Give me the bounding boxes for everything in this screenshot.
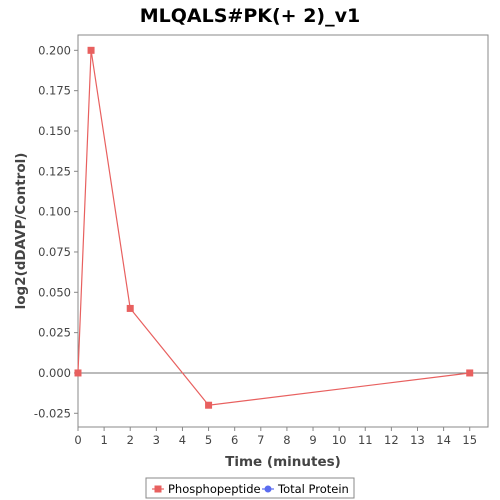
y-tick-label: 0.025 <box>38 326 71 340</box>
x-tick-label: 1 <box>100 433 107 447</box>
data-point <box>87 46 95 54</box>
x-tick-label: 8 <box>283 433 290 447</box>
x-tick-label: 7 <box>257 433 264 447</box>
legend-marker-square <box>154 485 162 493</box>
y-tick-label: 0.125 <box>38 164 71 178</box>
x-tick-label: 15 <box>462 433 477 447</box>
y-tick-label: 0.100 <box>38 205 71 219</box>
x-tick-label: 6 <box>231 433 238 447</box>
legend-label: Phosphopeptide <box>168 482 261 496</box>
y-tick-label: 0.050 <box>38 285 71 299</box>
x-tick-label: 2 <box>127 433 134 447</box>
y-tick-label: 0.200 <box>38 43 71 57</box>
x-tick-label: 14 <box>436 433 451 447</box>
data-point <box>466 369 474 377</box>
legend-box <box>145 477 355 499</box>
data-point <box>126 304 134 312</box>
x-axis-label: Time (minutes) <box>225 454 341 470</box>
x-tick-label: 13 <box>410 433 425 447</box>
x-tick-label: 4 <box>179 433 186 447</box>
series-layer <box>74 46 474 409</box>
chart-title: MLQALS#PK(+ 2)_v1 <box>140 5 360 27</box>
plot-area <box>77 34 489 428</box>
y-axis-label: log2(dDAVP/Control) <box>13 153 29 310</box>
x-tick-label: 5 <box>205 433 212 447</box>
y-tick-label: 0.175 <box>38 84 71 98</box>
legend: Phosphopeptide Total Protein <box>145 477 355 499</box>
x-tick-label: 9 <box>309 433 316 447</box>
data-point <box>74 369 82 377</box>
x-tick-label: 3 <box>153 433 160 447</box>
x-tick-label: 12 <box>384 433 399 447</box>
legend-marker-circle <box>264 485 272 493</box>
y-tick-label: 0.150 <box>38 124 71 138</box>
y-tick-label: 0.000 <box>38 366 71 380</box>
x-tick-label: 11 <box>358 433 373 447</box>
y-tick-label: -0.025 <box>34 406 71 420</box>
x-axis: 0 1 2 3 4 5 6 7 8 9 10 11 12 13 14 15 <box>74 427 477 447</box>
x-tick-label: 10 <box>332 433 347 447</box>
y-tick-label: 0.075 <box>38 245 71 259</box>
x-tick-label: 0 <box>74 433 81 447</box>
y-axis: -0.025 0.000 0.025 0.050 0.075 0.100 0.125 0.15… <box>34 43 78 420</box>
legend-label: Total Protein <box>277 482 349 496</box>
data-point <box>205 401 213 409</box>
